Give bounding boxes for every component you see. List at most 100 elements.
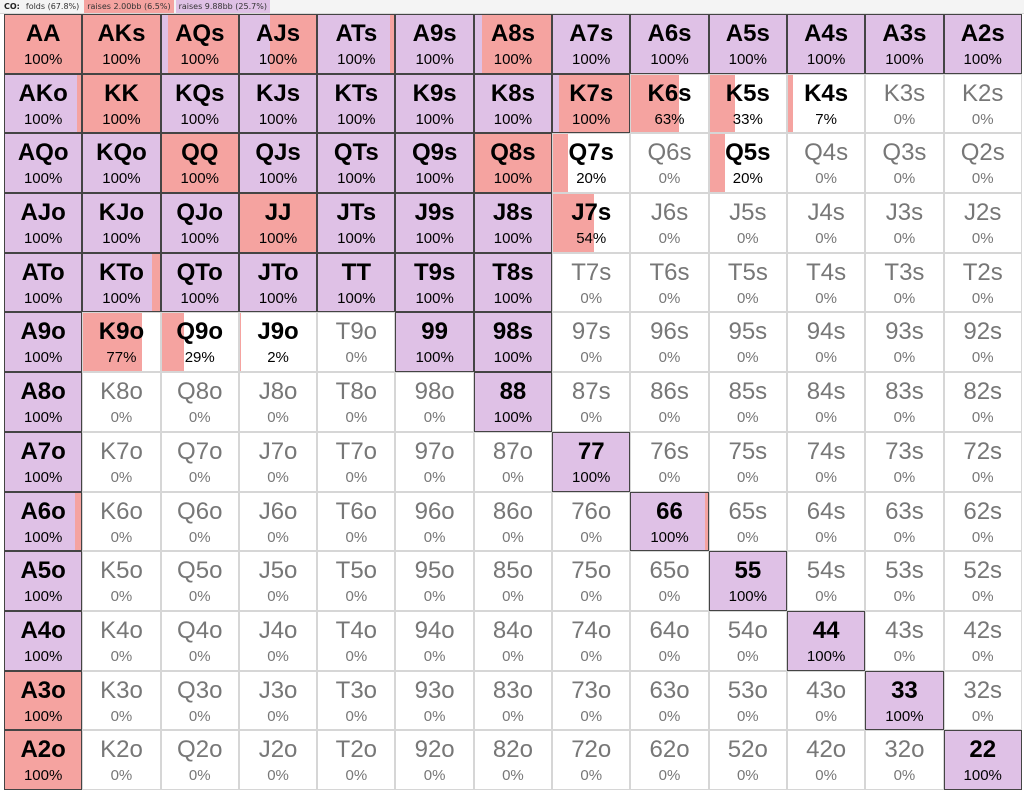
hand-cell[interactable]: Q7s 20%: [552, 133, 631, 194]
hand-cell[interactable]: 83o 0%: [473, 670, 553, 731]
hand-cell[interactable]: Q2o 0%: [160, 730, 239, 790]
hand-cell[interactable]: A6o 100%: [4, 491, 83, 552]
hand-cell[interactable]: 72s 0%: [943, 431, 1022, 492]
hand-cell[interactable]: A4o 100%: [4, 610, 83, 671]
hand-cell[interactable]: A5o 100%: [4, 551, 83, 611]
hand-cell[interactable]: ATs 100%: [317, 14, 396, 74]
hand-cell[interactable]: AQo 100%: [4, 133, 83, 194]
hand-cell[interactable]: J6o 0%: [238, 491, 318, 552]
hand-cell[interactable]: 62s 0%: [943, 491, 1022, 552]
hand-cell[interactable]: 92o 0%: [395, 730, 474, 790]
hand-cell[interactable]: 87s 0%: [552, 372, 631, 432]
hand-cell[interactable]: 85o 0%: [473, 551, 553, 611]
hand-cell[interactable]: T5o 0%: [317, 551, 396, 611]
hand-cell[interactable]: ATo 100%: [4, 252, 83, 313]
hand-cell[interactable]: 62o 0%: [630, 730, 709, 790]
hand-cell[interactable]: 84s 0%: [786, 372, 866, 432]
hand-cell[interactable]: T6s 0%: [630, 252, 709, 313]
legend-folds[interactable]: folds (67.8%): [22, 0, 83, 13]
hand-cell[interactable]: 93o 0%: [395, 670, 474, 731]
hand-cell[interactable]: 74s 0%: [786, 431, 866, 492]
hand-cell[interactable]: K6s 63%: [630, 73, 709, 134]
hand-cell[interactable]: A5s 100%: [708, 14, 787, 74]
hand-cell[interactable]: 86o 0%: [473, 491, 553, 552]
hand-cell[interactable]: 95o 0%: [395, 551, 474, 611]
hand-cell[interactable]: Q2s 0%: [943, 133, 1022, 194]
hand-cell[interactable]: J4s 0%: [786, 193, 866, 253]
hand-cell[interactable]: 96o 0%: [395, 491, 474, 552]
hand-cell[interactable]: 42o 0%: [786, 730, 866, 790]
hand-cell[interactable]: J9s 100%: [395, 193, 474, 253]
hand-cell[interactable]: KJo 100%: [82, 193, 161, 253]
hand-cell[interactable]: A3s 100%: [865, 14, 944, 74]
hand-cell[interactable]: 52s 0%: [943, 551, 1022, 611]
hand-cell[interactable]: KTs 100%: [317, 73, 396, 134]
hand-cell[interactable]: K5s 33%: [708, 73, 787, 134]
hand-cell[interactable]: Q7o 0%: [160, 431, 239, 492]
hand-cell[interactable]: 99 100%: [395, 312, 474, 373]
hand-cell[interactable]: T2s 0%: [943, 252, 1022, 313]
hand-cell[interactable]: A4s 100%: [786, 14, 866, 74]
hand-cell[interactable]: K3o 0%: [82, 670, 161, 731]
hand-cell[interactable]: AKs 100%: [82, 14, 161, 74]
hand-cell[interactable]: 64o 0%: [630, 610, 709, 671]
hand-cell[interactable]: 97s 0%: [552, 312, 631, 373]
hand-cell[interactable]: J8s 100%: [473, 193, 553, 253]
hand-cell[interactable]: A6s 100%: [630, 14, 709, 74]
hand-cell[interactable]: TT 100%: [317, 252, 396, 313]
hand-cell[interactable]: 43o 0%: [786, 670, 866, 731]
hand-cell[interactable]: 63o 0%: [630, 670, 709, 731]
hand-cell[interactable]: 93s 0%: [865, 312, 944, 373]
hand-cell[interactable]: T7o 0%: [317, 431, 396, 492]
hand-cell[interactable]: 52o 0%: [708, 730, 787, 790]
hand-cell[interactable]: J4o 0%: [238, 610, 318, 671]
hand-cell[interactable]: K9s 100%: [395, 73, 474, 134]
hand-cell[interactable]: 65s 0%: [708, 491, 787, 552]
hand-cell[interactable]: A8o 100%: [4, 372, 83, 432]
hand-cell[interactable]: 76o 0%: [552, 491, 631, 552]
hand-cell[interactable]: 82o 0%: [473, 730, 553, 790]
hand-cell[interactable]: JJ 100%: [238, 193, 318, 253]
hand-cell[interactable]: J2s 0%: [943, 193, 1022, 253]
hand-cell[interactable]: 44 100%: [786, 610, 866, 671]
hand-cell[interactable]: 55 100%: [708, 551, 787, 611]
hand-cell[interactable]: QTs 100%: [317, 133, 396, 194]
hand-cell[interactable]: KQs 100%: [160, 73, 239, 134]
hand-cell[interactable]: 97o 0%: [395, 431, 474, 492]
hand-cell[interactable]: 53s 0%: [865, 551, 944, 611]
hand-cell[interactable]: T3s 0%: [865, 252, 944, 313]
hand-cell[interactable]: A2s 100%: [943, 14, 1022, 74]
legend-raise-small[interactable]: raises 2.00bb (6.5%): [84, 0, 174, 13]
hand-cell[interactable]: T2o 0%: [317, 730, 396, 790]
hand-cell[interactable]: Q8s 100%: [473, 133, 553, 194]
hand-cell[interactable]: J3o 0%: [238, 670, 318, 731]
hand-cell[interactable]: 86s 0%: [630, 372, 709, 432]
hand-cell[interactable]: K8s 100%: [473, 73, 553, 134]
hand-cell[interactable]: Q4s 0%: [786, 133, 866, 194]
hand-cell[interactable]: KJs 100%: [238, 73, 318, 134]
hand-cell[interactable]: 74o 0%: [552, 610, 631, 671]
hand-cell[interactable]: J8o 0%: [238, 372, 318, 432]
hand-cell[interactable]: T4s 0%: [786, 252, 866, 313]
hand-cell[interactable]: K7o 0%: [82, 431, 161, 492]
legend-raise-big[interactable]: raises 9.88bb (25.7%): [175, 0, 270, 13]
hand-cell[interactable]: 73o 0%: [552, 670, 631, 731]
hand-cell[interactable]: 87o 0%: [473, 431, 553, 492]
hand-cell[interactable]: 54o 0%: [708, 610, 787, 671]
hand-cell[interactable]: A7s 100%: [552, 14, 631, 74]
hand-cell[interactable]: QJs 100%: [238, 133, 318, 194]
hand-cell[interactable]: J7s 54%: [552, 193, 631, 253]
hand-cell[interactable]: QTo 100%: [160, 252, 239, 313]
hand-cell[interactable]: 94o 0%: [395, 610, 474, 671]
hand-cell[interactable]: KQo 100%: [82, 133, 161, 194]
hand-cell[interactable]: AA 100%: [4, 14, 83, 74]
hand-cell[interactable]: K2o 0%: [82, 730, 161, 790]
hand-cell[interactable]: 33 100%: [865, 670, 944, 731]
hand-cell[interactable]: 43s 0%: [865, 610, 944, 671]
hand-cell[interactable]: T5s 0%: [708, 252, 787, 313]
hand-cell[interactable]: 85s 0%: [708, 372, 787, 432]
hand-cell[interactable]: T4o 0%: [317, 610, 396, 671]
hand-cell[interactable]: Q6s 0%: [630, 133, 709, 194]
hand-cell[interactable]: JTs 100%: [317, 193, 396, 253]
hand-cell[interactable]: 77 100%: [552, 431, 631, 492]
